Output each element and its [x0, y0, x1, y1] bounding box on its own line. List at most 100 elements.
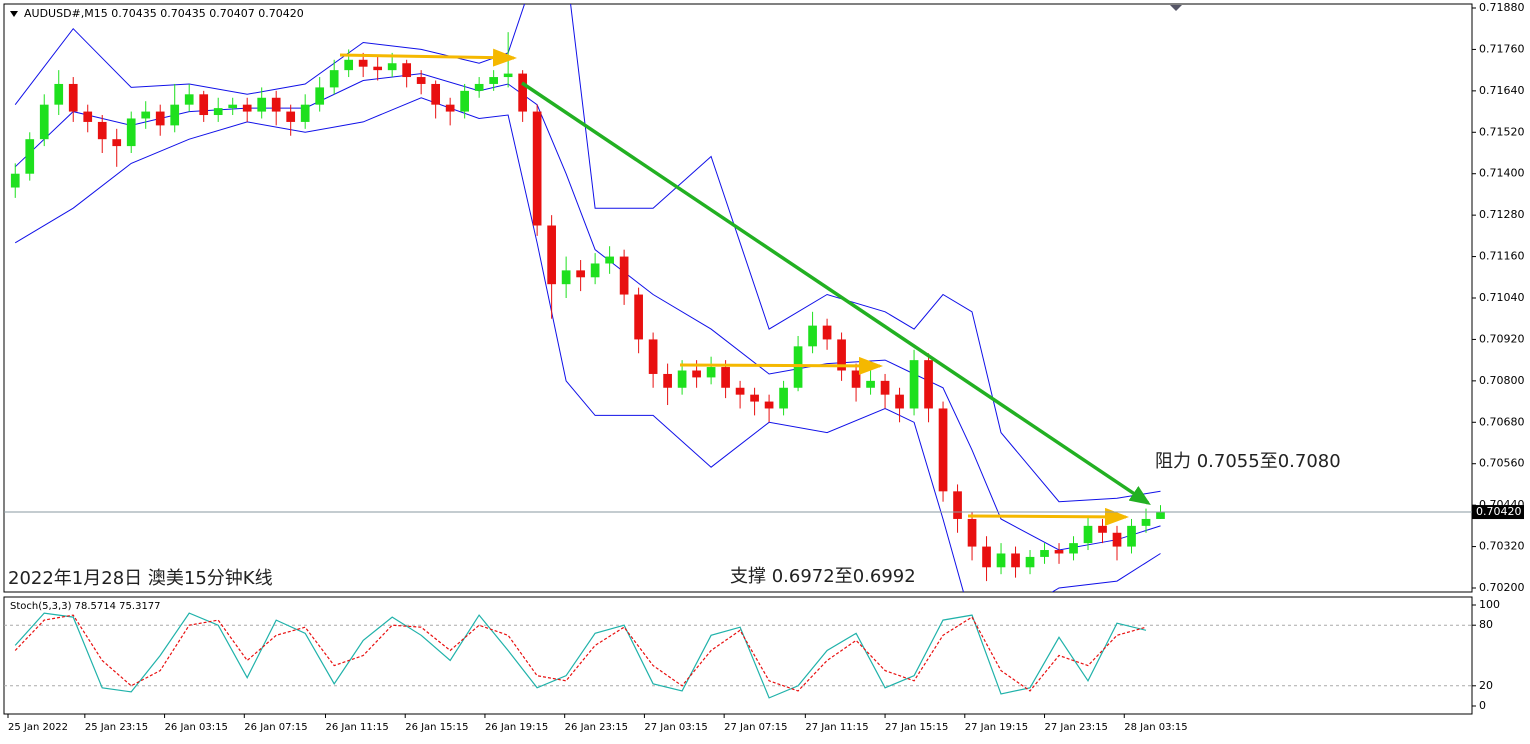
- candle-body: [315, 87, 325, 105]
- candle-body: [358, 59, 368, 67]
- x-tick-label: 27 Jan 23:15: [1045, 722, 1108, 733]
- y-tick-label: 0.70200: [1479, 581, 1525, 594]
- candle-body: [750, 394, 759, 402]
- y-tick-label: 0.71040: [1479, 291, 1525, 304]
- candle-body: [213, 108, 223, 116]
- x-tick-label: 26 Jan 15:15: [405, 722, 468, 733]
- candle-body: [808, 325, 817, 347]
- menu-triangle: [10, 11, 18, 17]
- candle-body: [83, 111, 93, 122]
- y-tick-label: 0.70920: [1479, 332, 1525, 345]
- candle-body: [489, 77, 498, 84]
- y-tick-label: 0.71640: [1479, 84, 1525, 97]
- candle-body: [735, 387, 745, 395]
- candle-body: [1156, 512, 1165, 519]
- candle-body: [460, 90, 470, 112]
- candle-body: [663, 373, 672, 388]
- candle-body: [1127, 525, 1136, 547]
- candle-body: [721, 367, 730, 388]
- candle-body: [416, 77, 426, 84]
- candle-body: [648, 339, 658, 374]
- candle-body: [184, 94, 194, 105]
- stoch-line: [14, 614, 1147, 692]
- y-tick-label: 100: [1479, 598, 1500, 611]
- y-tick-label: 0.71280: [1479, 208, 1525, 221]
- candle-body: [938, 408, 948, 492]
- candle-body: [996, 553, 1006, 568]
- candle-body: [1141, 518, 1151, 526]
- candle-body: [822, 325, 832, 340]
- last-price-label: 0.70420: [1476, 505, 1522, 518]
- candle-body: [779, 387, 788, 409]
- candle-body: [619, 256, 629, 295]
- candle-body: [300, 104, 310, 122]
- y-tick-label: 0.70800: [1479, 374, 1525, 387]
- chart-title: AUDUSD#,M15 0.70435 0.70435 0.70407 0.70…: [24, 7, 304, 20]
- x-tick-label: 27 Jan 15:15: [885, 722, 948, 733]
- candle-body: [1069, 543, 1078, 554]
- candle-body: [866, 380, 875, 388]
- candle-body: [54, 83, 64, 105]
- shift-marker: [1170, 5, 1182, 11]
- candle-body: [634, 294, 643, 340]
- candle-body: [474, 83, 484, 91]
- y-tick-label: 80: [1479, 618, 1493, 631]
- candle-body: [271, 97, 281, 112]
- candle-body: [967, 518, 977, 547]
- candle-body: [576, 270, 585, 278]
- candle-body: [1083, 525, 1093, 544]
- y-tick-label: 0.71880: [1479, 1, 1525, 14]
- x-tick-label: 26 Jan 23:15: [565, 722, 628, 733]
- candle-body: [837, 339, 846, 371]
- x-tick-label: 26 Jan 19:15: [485, 722, 548, 733]
- x-tick-label: 27 Jan 11:15: [805, 722, 868, 733]
- candle-body: [764, 401, 774, 409]
- bollinger-band: [14, 4, 1161, 503]
- candle-body: [1040, 550, 1049, 557]
- candle-body: [257, 97, 267, 112]
- last-price-box: [1472, 505, 1524, 520]
- annotation: 支撑 0.6972至0.6992: [730, 566, 916, 587]
- candle-body: [851, 370, 861, 388]
- candle-body: [402, 63, 412, 78]
- y-tick-label: 0.70560: [1479, 457, 1525, 470]
- y-tick-label: 0.70680: [1479, 415, 1525, 428]
- candle-body: [982, 546, 991, 568]
- candle-body: [141, 111, 151, 119]
- candle-body: [677, 370, 687, 388]
- y-tick-label: 0.71520: [1479, 125, 1525, 138]
- candle-body: [242, 104, 252, 112]
- candle-body: [1054, 550, 1064, 554]
- candle-body: [532, 111, 542, 226]
- x-tick-label: 26 Jan 07:15: [244, 722, 307, 733]
- candle-body: [387, 63, 397, 71]
- candle-body: [286, 111, 296, 122]
- candle-body: [503, 73, 513, 78]
- candle-body: [112, 139, 122, 147]
- candle-body: [155, 111, 165, 126]
- candle-body: [373, 66, 383, 71]
- stoch-line: [14, 612, 1147, 699]
- candle-body: [199, 94, 209, 116]
- main-plot: [10, 4, 1165, 592]
- candle-body: [97, 121, 107, 140]
- x-tick-label: 27 Jan 03:15: [644, 722, 707, 733]
- candle-body: [880, 380, 890, 395]
- x-tick-label: 27 Jan 19:15: [965, 722, 1028, 733]
- candle-body: [1011, 553, 1020, 568]
- candle-body: [895, 394, 904, 409]
- candle-body: [1098, 525, 1107, 533]
- candle-body: [909, 360, 919, 409]
- level-arrow: [679, 356, 883, 375]
- x-tick-label: 25 Jan 23:15: [85, 722, 148, 733]
- y-tick-label: 0.71400: [1479, 167, 1525, 180]
- candle-body: [547, 225, 556, 285]
- candle-body: [561, 270, 571, 285]
- candle-body: [445, 104, 455, 112]
- candle-body: [25, 139, 35, 174]
- y-tick-label: 20: [1479, 679, 1493, 692]
- candle-body: [518, 73, 527, 112]
- drawings: [10, 5, 1182, 526]
- candle-body: [706, 367, 716, 378]
- annotation: 阻力 0.7055至0.7080: [1155, 451, 1341, 472]
